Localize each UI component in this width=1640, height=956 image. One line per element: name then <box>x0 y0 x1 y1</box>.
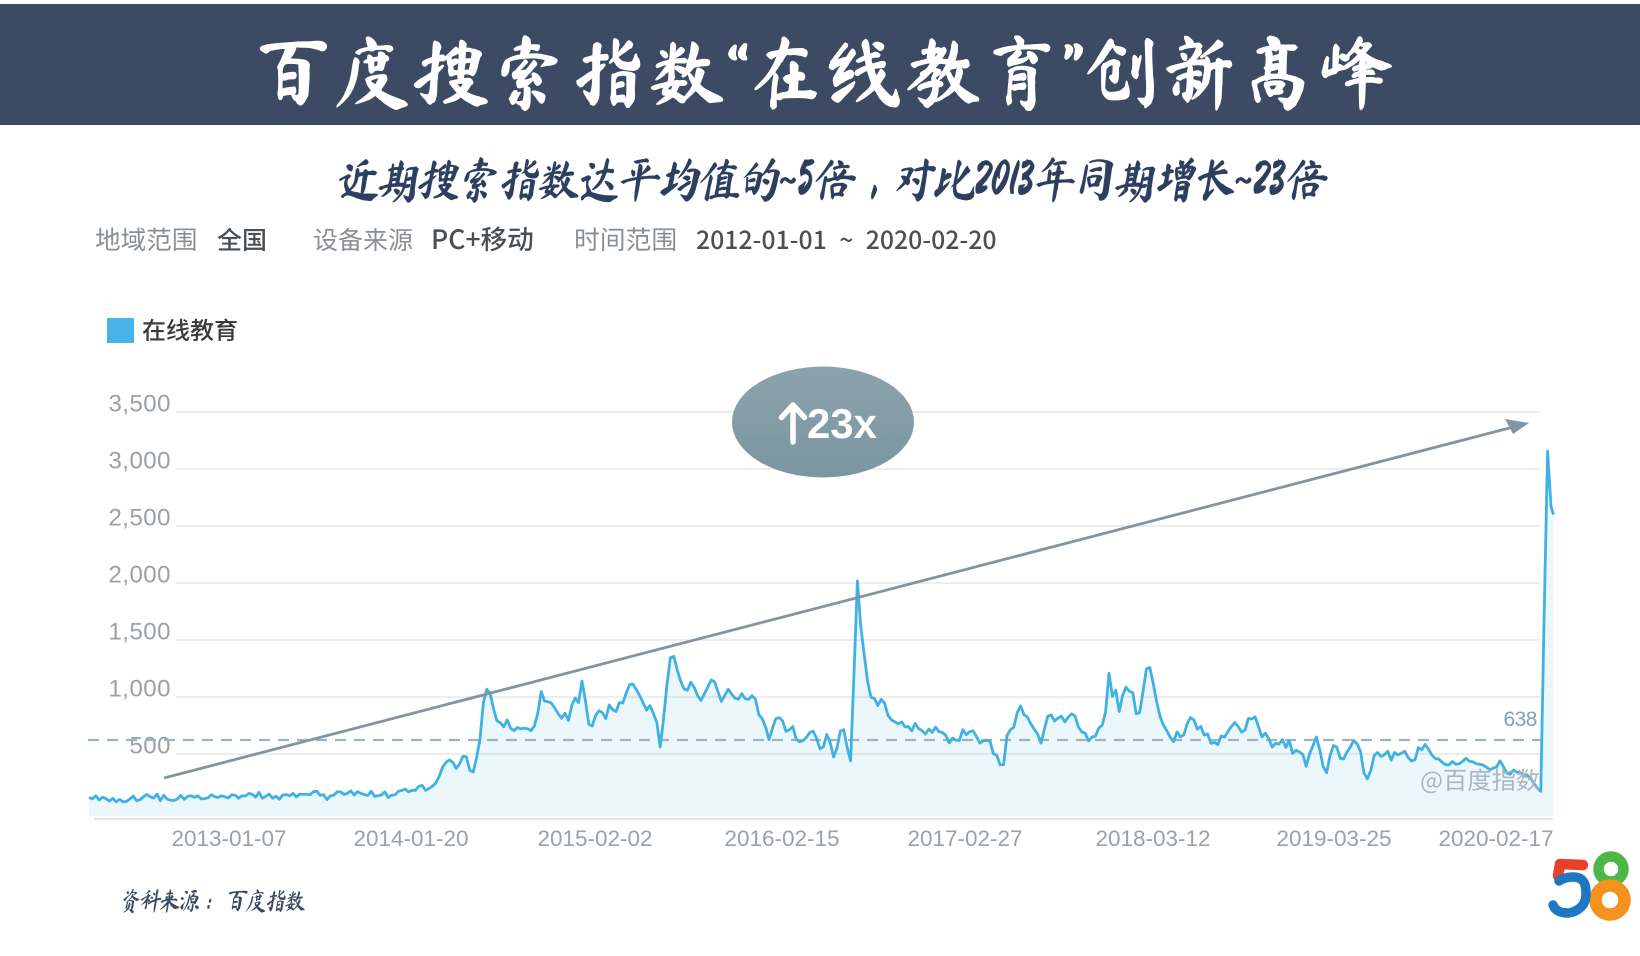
svg-text:1,000: 1,000 <box>108 676 171 703</box>
svg-text:1,500: 1,500 <box>108 619 171 646</box>
svg-text:2,000: 2,000 <box>108 562 171 589</box>
svg-text:2016-02-15: 2016-02-15 <box>724 826 839 851</box>
svg-text:3,000: 3,000 <box>108 448 171 475</box>
svg-text:2,500: 2,500 <box>108 505 171 532</box>
svg-text:2014-01-20: 2014-01-20 <box>353 826 468 851</box>
svg-text:2015-02-02: 2015-02-02 <box>537 826 652 851</box>
svg-text:500: 500 <box>129 733 171 760</box>
svg-text:2020-02-17: 2020-02-17 <box>1438 826 1553 851</box>
svg-text:2017-02-27: 2017-02-27 <box>907 826 1022 851</box>
svg-text:638: 638 <box>1503 708 1537 731</box>
svg-text:23x: 23x <box>807 400 878 447</box>
svg-text:2019-03-25: 2019-03-25 <box>1276 826 1391 851</box>
svg-text:2013-01-07: 2013-01-07 <box>171 826 286 851</box>
svg-text:3,500: 3,500 <box>108 391 171 418</box>
svg-text:2018-03-12: 2018-03-12 <box>1095 826 1210 851</box>
